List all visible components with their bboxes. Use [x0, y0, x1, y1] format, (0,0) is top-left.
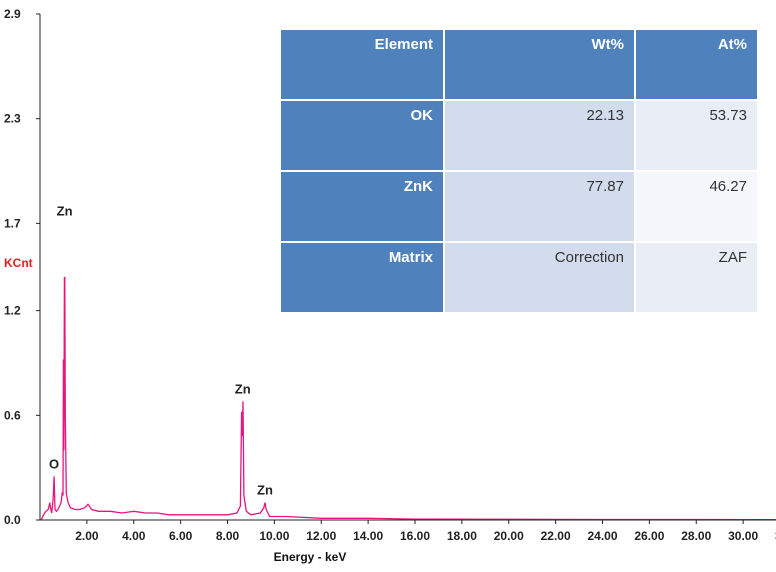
table-row: ZnK 77.87 46.27 — [281, 172, 757, 241]
x-tick-label: 12.00 — [306, 529, 336, 543]
spectrum-line — [40, 276, 776, 521]
header-at-percent: At% — [636, 30, 757, 99]
table-cell: 22.13 — [445, 101, 634, 170]
x-tick-label: 28.00 — [681, 529, 711, 543]
table-cell: 46.27 — [636, 172, 757, 241]
peak-label: Zn — [235, 381, 251, 396]
x-tick-label: 30.00 — [728, 529, 758, 543]
table-row: OK 22.13 53.73 — [281, 101, 757, 170]
x-tick-label: 4.00 — [122, 529, 146, 543]
x-tick-label: 26.00 — [634, 529, 664, 543]
y-tick-label: 1.7 — [4, 216, 21, 230]
row-label: OK — [281, 101, 443, 170]
peak-label: Zn — [257, 483, 273, 498]
x-tick-label: 10.00 — [259, 529, 289, 543]
y-axis-label: KCnt — [4, 256, 33, 270]
y-tick-label: 0.0 — [4, 513, 21, 527]
row-label: Matrix — [281, 243, 443, 312]
x-tick-label: 8.00 — [216, 529, 240, 543]
table-row: Matrix Correction ZAF — [281, 243, 757, 312]
table-cell: 53.73 — [636, 101, 757, 170]
table-cell: 77.87 — [445, 172, 634, 241]
header-wt-percent: Wt% — [445, 30, 634, 99]
table-header-row: Element Wt% At% — [281, 30, 757, 99]
quantification-table: Element Wt% At% OK 22.13 53.73 ZnK 77.87… — [279, 28, 759, 314]
x-tick-label: 6.00 — [169, 529, 193, 543]
peak-label: Zn — [57, 203, 73, 218]
table-cell: Correction — [445, 243, 634, 312]
header-element: Element — [281, 30, 443, 99]
peak-annotations: O Zn Zn Zn — [49, 203, 273, 497]
y-tick-label: 0.6 — [4, 408, 21, 422]
x-tick-label: 20.00 — [494, 529, 524, 543]
row-label: ZnK — [281, 172, 443, 241]
x-tick-label: 24.00 — [587, 529, 617, 543]
x-tick-label: 2.00 — [75, 529, 99, 543]
x-tick-label: 32.00 — [775, 529, 776, 543]
y-tick-label: 1.2 — [4, 304, 21, 318]
x-axis-ticks: 2.00 4.00 6.00 8.00 10.00 12.00 14.00 16.00 18.0… — [75, 520, 776, 543]
x-tick-label: 16.00 — [400, 529, 430, 543]
x-tick-label: 14.00 — [353, 529, 383, 543]
table-cell: ZAF — [636, 243, 757, 312]
y-axis-ticks: 0.0 0.6 1.2 1.7 2.3 2.9 — [4, 7, 40, 527]
y-tick-label: 2.9 — [4, 7, 21, 21]
x-tick-label: 22.00 — [541, 529, 571, 543]
peak-label: O — [49, 456, 59, 471]
x-axis-label: Energy - keV — [274, 550, 347, 564]
y-tick-label: 2.3 — [4, 112, 21, 126]
x-tick-label: 18.00 — [447, 529, 477, 543]
